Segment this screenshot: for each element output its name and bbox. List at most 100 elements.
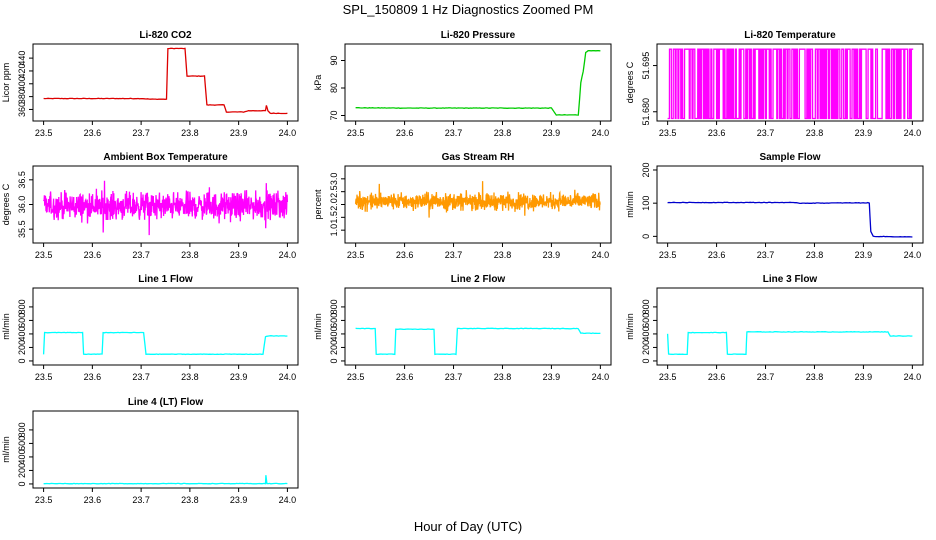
series-line-sample <box>667 201 913 238</box>
y-tick-label: 90 <box>329 55 339 65</box>
y-axis-label: degrees C <box>625 61 635 103</box>
y-axis-label: Licor ppm <box>1 63 11 103</box>
x-tick-label: 23.7 <box>757 372 775 382</box>
plot-frame <box>656 287 924 366</box>
x-tick-label: 23.8 <box>806 250 824 260</box>
y-tick-label: 3.0 <box>329 173 339 186</box>
y-tick-label: 600 <box>329 313 339 328</box>
x-tick-label: 23.6 <box>84 495 102 505</box>
y-tick-label: 100 <box>641 196 651 211</box>
y-tick-label: 400 <box>17 449 27 464</box>
x-tick-label: 23.6 <box>84 250 102 260</box>
x-tick-label: 23.8 <box>494 372 512 382</box>
x-tick-label: 23.5 <box>659 250 677 260</box>
x-tick-label: 23.8 <box>806 372 824 382</box>
x-tick-label: 23.7 <box>132 495 150 505</box>
x-tick-label: 24.0 <box>279 372 297 382</box>
x-tick-label: 24.0 <box>904 128 922 138</box>
y-tick-label: 400 <box>329 326 339 341</box>
x-tick-label: 23.8 <box>181 495 199 505</box>
panel-title: Line 2 Flow <box>451 274 506 285</box>
y-tick-label: 51.680 <box>641 98 651 126</box>
x-tick-label: 23.8 <box>181 372 199 382</box>
y-tick-label: 420 <box>17 63 27 78</box>
panel-title: Li-820 CO2 <box>139 30 192 41</box>
x-tick-label: 23.6 <box>396 372 414 382</box>
x-tick-label: 23.8 <box>806 128 824 138</box>
y-axis-label: ml/min <box>625 191 635 218</box>
panel-title: Li-820 Pressure <box>441 30 516 41</box>
x-tick-label: 23.9 <box>855 372 873 382</box>
plot-frame <box>344 287 612 366</box>
plot-frame <box>656 165 924 244</box>
series-line-line-4 <box>43 475 288 485</box>
y-tick-label: 380 <box>17 89 27 104</box>
figure-title: SPL_150809 1 Hz Diagnostics Zoomed PM <box>343 2 594 17</box>
x-tick-label: 23.7 <box>757 128 775 138</box>
y-axis-label: ml/min <box>313 313 323 340</box>
series-line-co2 <box>43 47 288 115</box>
x-tick-label: 23.8 <box>181 128 199 138</box>
x-tick-label: 23.9 <box>230 372 248 382</box>
x-tick-label: 24.0 <box>279 495 297 505</box>
y-tick-label: 800 <box>329 299 339 314</box>
series-line-line-2 <box>355 327 601 356</box>
panel-title: Li-820 Temperature <box>744 30 836 41</box>
y-tick-label: 360 <box>17 102 27 117</box>
x-tick-label: 23.8 <box>494 250 512 260</box>
panel-title: Ambient Box Temperature <box>103 152 228 163</box>
x-tick-label: 23.8 <box>181 250 199 260</box>
x-tick-label: 23.6 <box>84 128 102 138</box>
x-tick-label: 23.9 <box>230 495 248 505</box>
y-axis-label: ml/min <box>1 313 11 340</box>
x-tick-label: 23.7 <box>445 250 463 260</box>
y-tick-label: 0 <box>641 358 651 363</box>
plot-frame <box>344 43 612 122</box>
x-tick-label: 23.9 <box>543 128 561 138</box>
panel-6: Sample Flow ml/min 0 100 200 23.5 23.6 23.7 23.8… <box>625 152 924 260</box>
series-line-rh <box>354 181 601 218</box>
panel-title: Gas Stream RH <box>442 152 515 163</box>
y-axis-label: percent <box>313 189 323 220</box>
y-tick-label: 800 <box>17 422 27 437</box>
x-tick-label: 23.8 <box>494 128 512 138</box>
plot-frame <box>32 43 299 122</box>
x-tick-label: 23.6 <box>708 250 726 260</box>
y-tick-label: 200 <box>641 340 651 355</box>
y-tick-label: 0 <box>17 481 27 486</box>
x-tick-label: 23.5 <box>35 250 53 260</box>
x-tick-label: 23.5 <box>347 250 365 260</box>
y-axis-label: ml/min <box>625 313 635 340</box>
y-tick-label: 51.695 <box>641 52 651 80</box>
series-line-line-3 <box>666 331 913 356</box>
y-tick-label: 0 <box>641 234 651 239</box>
x-tick-label: 23.5 <box>659 128 677 138</box>
plot-frame <box>32 287 299 366</box>
y-tick-label: 400 <box>641 326 651 341</box>
plot-frame <box>656 43 924 122</box>
x-tick-label: 23.9 <box>543 250 561 260</box>
x-tick-label: 23.5 <box>35 495 53 505</box>
x-tick-label: 24.0 <box>904 250 922 260</box>
y-tick-label: 400 <box>17 76 27 91</box>
x-tick-label: 23.7 <box>445 128 463 138</box>
panel-title: Line 3 Flow <box>763 274 818 285</box>
y-tick-label: 2.0 <box>329 198 339 211</box>
y-tick-label: 36.0 <box>17 196 27 214</box>
x-tick-label: 24.0 <box>592 128 610 138</box>
panel-title: Sample Flow <box>759 152 820 163</box>
y-tick-label: 200 <box>329 340 339 355</box>
x-tick-label: 24.0 <box>592 372 610 382</box>
panel-5: Gas Stream RH percent 1.01.52.02.53.0 23.5 2… <box>313 152 612 260</box>
y-tick-label: 200 <box>17 340 27 355</box>
x-tick-label: 23.9 <box>855 128 873 138</box>
x-tick-label: 23.6 <box>708 372 726 382</box>
x-tick-label: 24.0 <box>904 372 922 382</box>
x-tick-label: 23.5 <box>35 372 53 382</box>
x-tick-label: 24.0 <box>279 250 297 260</box>
